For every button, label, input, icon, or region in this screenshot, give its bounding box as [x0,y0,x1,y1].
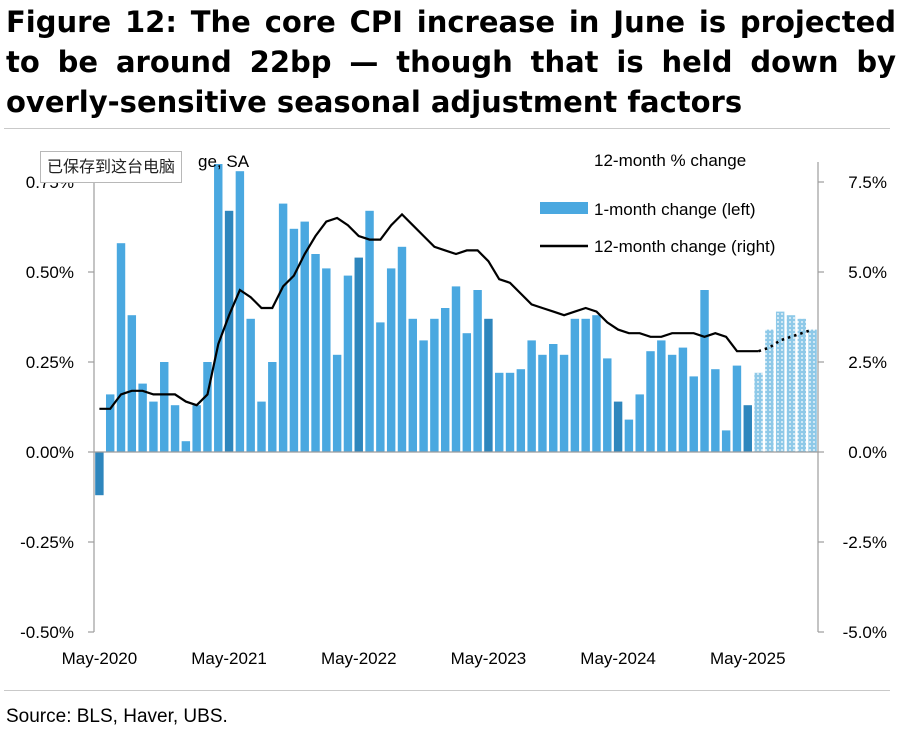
right-tick-label: 2.5% [848,353,887,372]
bar [354,257,363,452]
bar [657,340,666,452]
bar [440,308,450,452]
left-tick-label: -0.50% [20,623,74,642]
bar [743,405,752,452]
bar [700,290,709,452]
bar [149,401,158,452]
bar [559,354,569,452]
bar [765,329,774,452]
bar [635,394,644,452]
bar [365,210,374,452]
x-tick-label: May-2025 [710,649,786,668]
bar [224,210,234,452]
bar [613,401,623,452]
bar [332,354,342,452]
right-tick-label: 5.0% [848,263,887,282]
bar [711,369,720,452]
bar [603,358,612,452]
bar [343,275,353,452]
bar [646,351,655,452]
legend-bars-label: 1-month change (left) [594,200,756,219]
bar [138,383,147,452]
left-axis-title: ge, SA [198,152,250,171]
bar [516,369,526,452]
bar [203,362,212,452]
bar [797,318,807,452]
bar [105,394,115,452]
bar [419,340,428,452]
bar [581,318,590,452]
bar [289,228,299,452]
axes [93,162,819,632]
bar [127,315,137,452]
bar [322,268,331,452]
figure-title: Figure 12: The core CPI increase in June… [6,5,896,119]
bar [786,315,796,452]
bar [311,254,320,452]
bar [484,318,493,452]
bar [246,318,255,452]
x-tick-label: May-2023 [451,649,527,668]
bar [462,333,472,452]
right-tick-label: -5.0% [843,623,887,642]
twelve-month-line [99,212,759,410]
bar [376,322,385,452]
bar [268,362,277,452]
bar [775,311,785,452]
bottom-divider [4,690,890,691]
bar [538,354,547,452]
bar [257,401,266,452]
bar [278,203,288,452]
bar [192,405,201,452]
x-tick-label: May-2021 [191,649,267,668]
bar [678,347,688,452]
x-tick-label: May-2020 [62,649,138,668]
bar [808,329,817,452]
bar [300,221,309,452]
bar [732,365,742,452]
bar [235,171,245,452]
bar [386,268,396,452]
bar [473,290,482,452]
right-tick-label: -2.5% [843,533,887,552]
top-divider [4,128,890,129]
bar [397,246,407,452]
bar [181,441,191,452]
bar [495,372,504,452]
left-tick-label: 0.25% [26,353,74,372]
chart: 0.75%0.50%0.25%0.00%-0.25%-0.50%7.5%5.0%… [20,151,887,668]
bar [160,362,169,452]
bar [754,372,763,452]
bar [116,243,126,452]
bar-series [95,164,817,496]
bar [592,315,601,452]
left-tick-label: -0.25% [20,533,74,552]
bar [667,354,677,452]
bar [527,340,536,452]
right-tick-label: 0.0% [848,443,887,462]
bar [549,344,558,452]
right-axis-title: 12-month % change [594,151,746,170]
bar [624,419,634,452]
bar [721,430,731,452]
bar [570,318,580,452]
bar [408,318,417,452]
bar [505,372,515,452]
bar [170,405,180,452]
bar [95,452,104,496]
left-tick-label: 0.00% [26,443,74,462]
legend-line-label: 12-month change (right) [594,237,775,256]
x-tick-label: May-2024 [580,649,656,668]
left-tick-label: 0.50% [26,263,74,282]
bar [214,164,223,452]
saved-watermark: 已保存到这台电脑 [40,151,183,183]
bar [451,286,461,452]
legend-bar-swatch [540,202,588,214]
right-tick-label: 7.5% [848,173,887,192]
bar [689,376,698,452]
bar [430,318,439,452]
x-tick-label: May-2022 [321,649,397,668]
source-note: Source: BLS, Haver, UBS. [6,706,228,727]
